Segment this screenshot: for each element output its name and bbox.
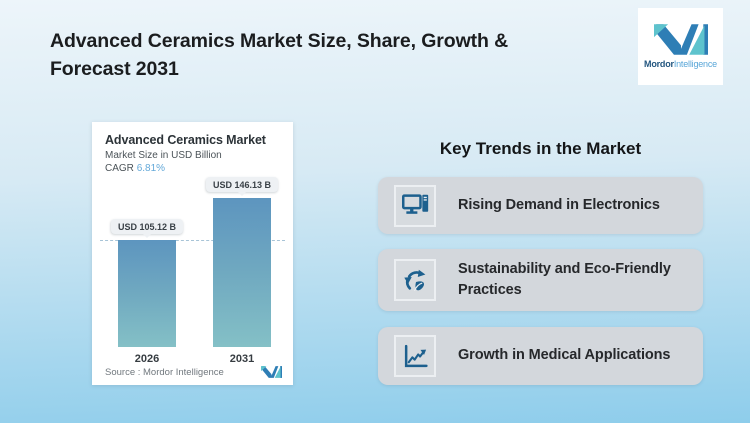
desktop-computer-icon: [394, 184, 436, 227]
x-axis-label-2026: 2026: [134, 353, 160, 365]
chart-cagr: CAGR 6.81%: [105, 163, 166, 174]
growth-chart-icon: [394, 335, 436, 377]
trend-card-electronics: Rising Demand in Electronics: [378, 177, 703, 234]
bar-value-label-2026: USD 105.12 B: [110, 219, 184, 234]
bar-2031: [213, 198, 271, 347]
bar-chart-plot: USD 105.12 B USD 146.13 B: [92, 177, 293, 347]
trend-label-electronics: Rising Demand in Electronics: [458, 196, 660, 213]
chart-title: Advanced Ceramics Market: [105, 133, 266, 147]
trend-card-sustainability: Sustainability and Eco-Friendly Practice…: [378, 249, 703, 311]
cagr-value: 6.81%: [136, 163, 166, 174]
market-size-chart-card: Advanced Ceramics Market Market Size in …: [92, 122, 293, 385]
trends-heading: Key Trends in the Market: [439, 139, 642, 158]
trend-label-medical: Growth in Medical Applications: [458, 347, 671, 364]
chart-source: Source : Mordor Intelligence: [105, 366, 224, 378]
page-title: Advanced Ceramics Market Size, Share, Gr…: [50, 30, 509, 80]
reference-dashed-line: [100, 240, 285, 241]
x-axis-label-2031: 2031: [229, 353, 255, 365]
chart-subtitle: Market Size in USD Billion: [105, 150, 222, 161]
mordor-intelligence-mini-logo-icon: [261, 366, 282, 378]
trend-card-medical: Growth in Medical Applications: [378, 327, 703, 385]
bar-value-label-2031: USD 146.13 B: [205, 177, 279, 192]
brand-logo: MordorIntelligence: [638, 8, 723, 85]
recycle-leaf-icon: [394, 259, 436, 301]
bar-2026: [118, 240, 176, 347]
mordor-intelligence-logo-icon: [653, 24, 708, 55]
brand-logo-text: MordorIntelligence: [644, 59, 717, 69]
trend-label-sustainability: Sustainability and Eco-Friendly Practice…: [458, 260, 671, 298]
